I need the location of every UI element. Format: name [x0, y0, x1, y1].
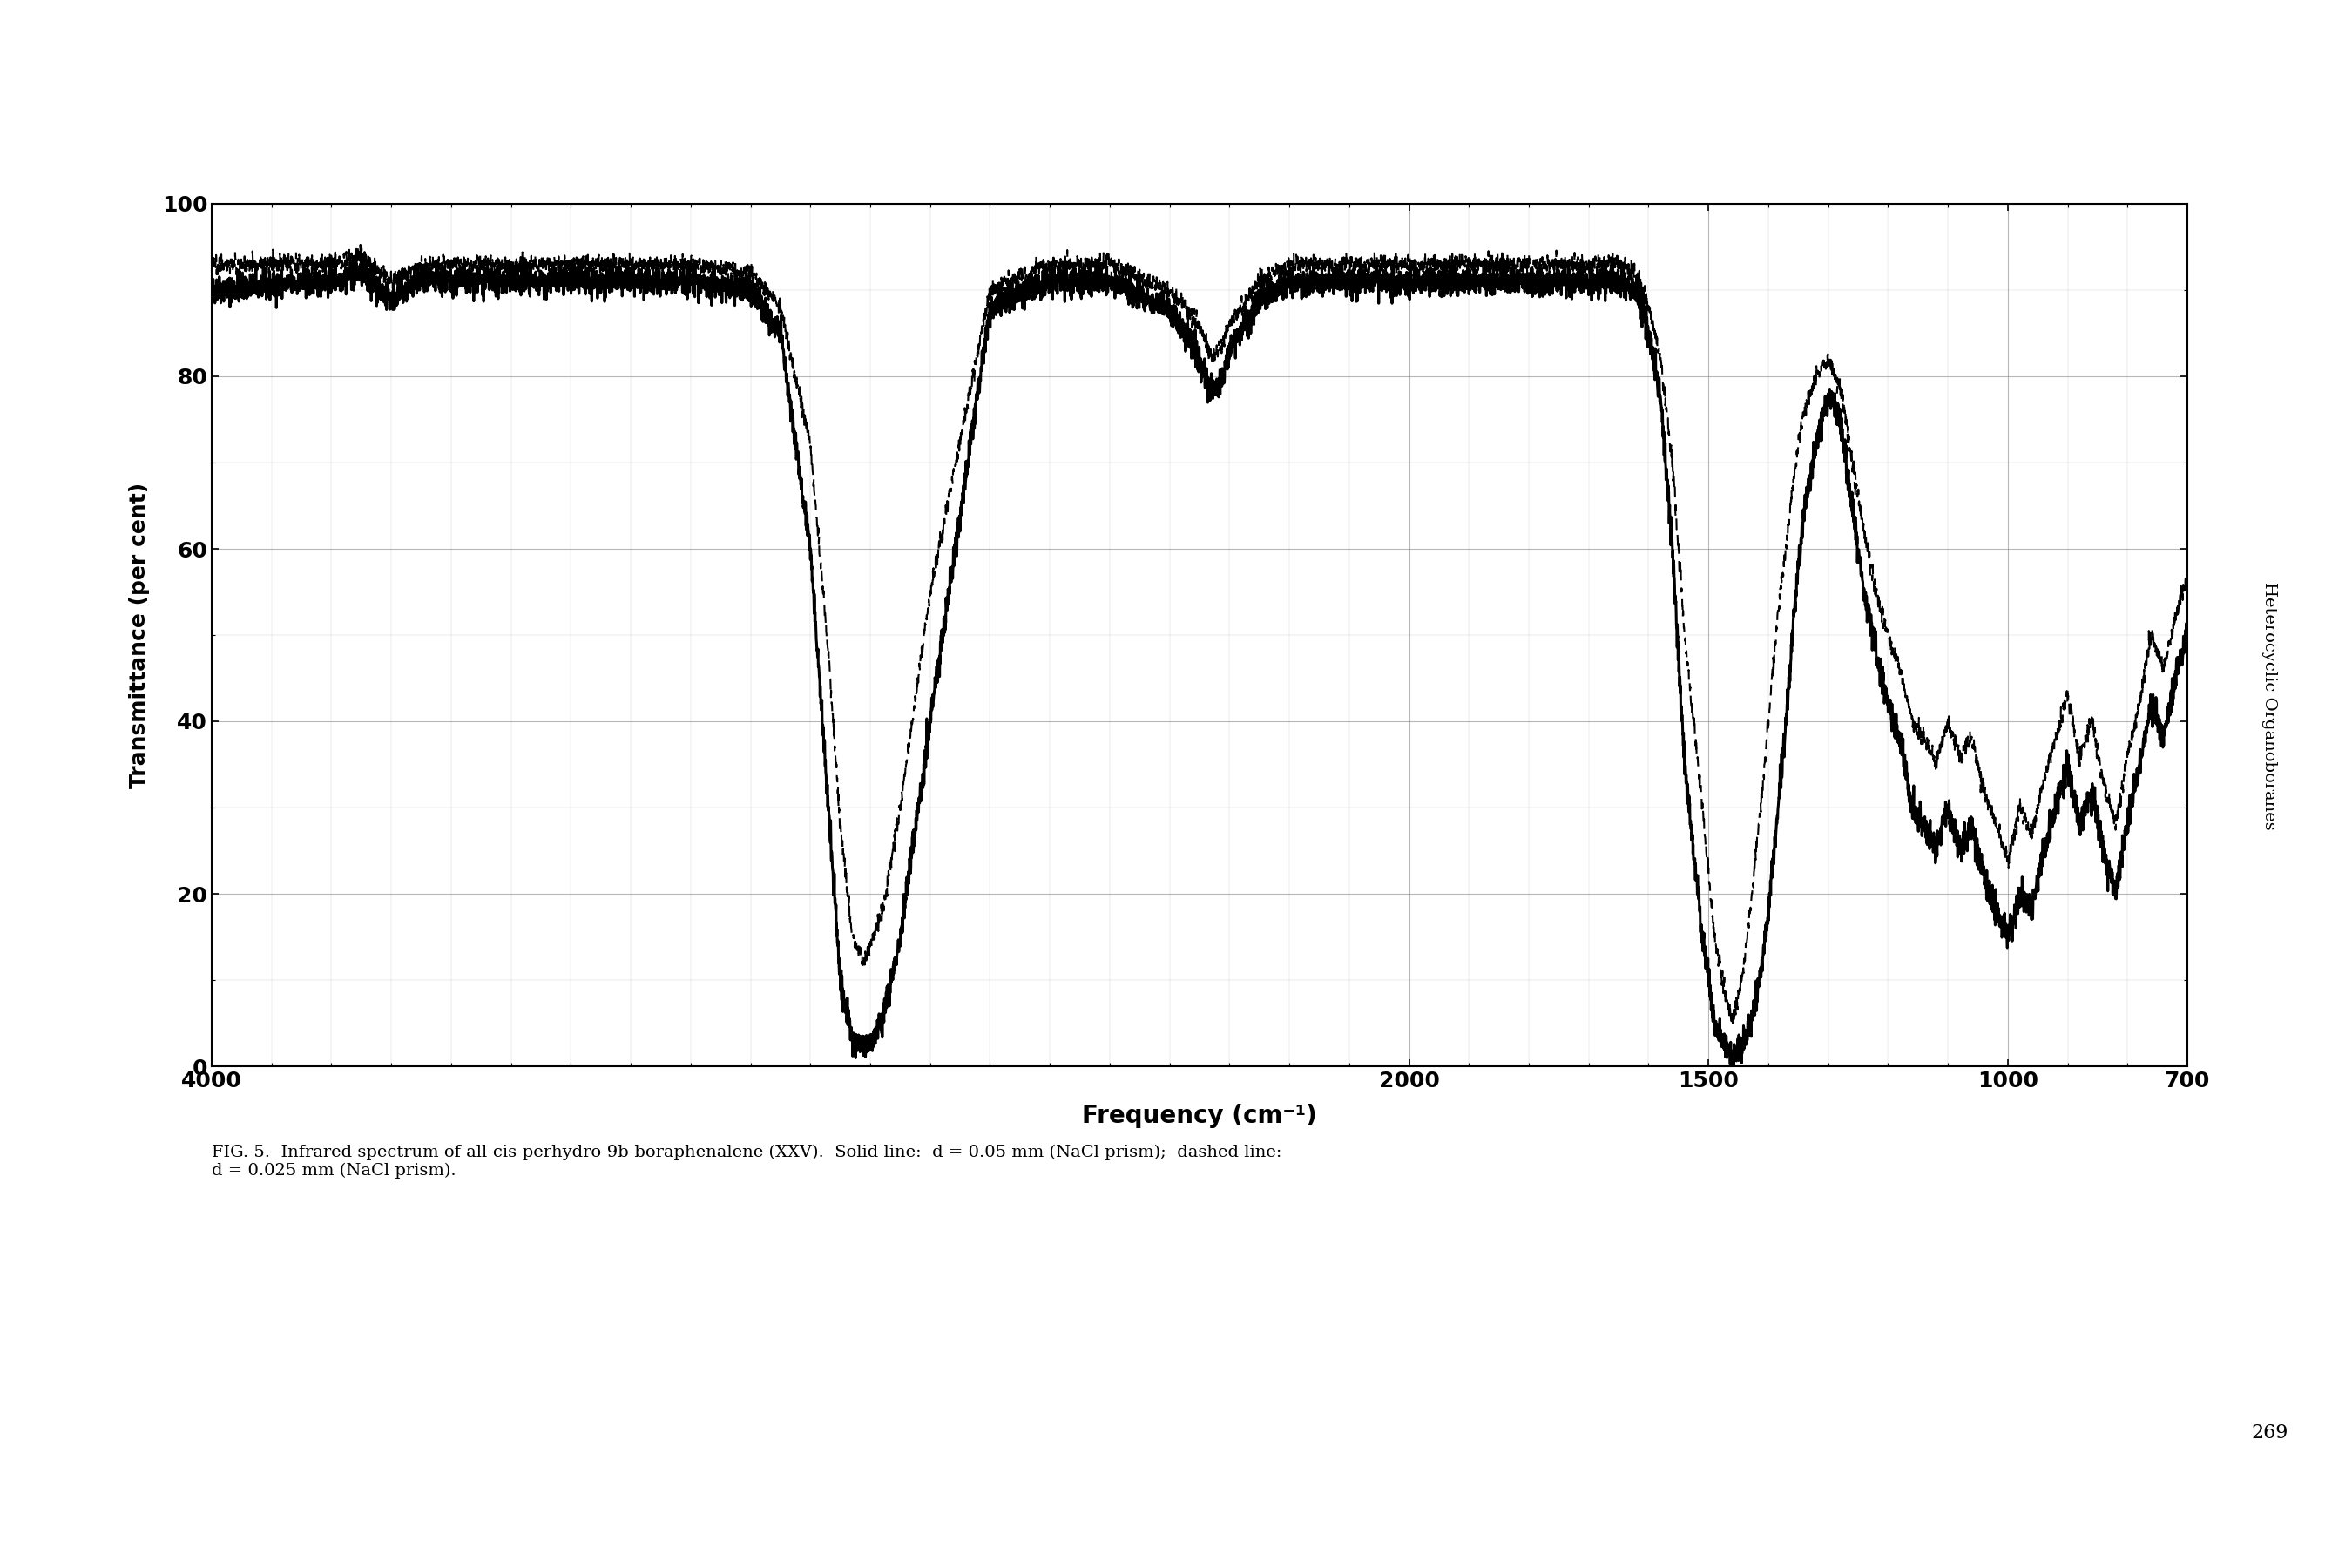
Text: Heterocyclic Organoboranes: Heterocyclic Organoboranes	[2263, 582, 2277, 829]
X-axis label: Frequency (cm⁻¹): Frequency (cm⁻¹)	[1082, 1104, 1317, 1127]
Text: 269: 269	[2251, 1424, 2288, 1443]
Text: FIG. 5.  Infrared spectrum of all-cis-perhydro-9b-boraphenalene (XXV).  Solid li: FIG. 5. Infrared spectrum of all-cis-per…	[212, 1145, 1282, 1179]
Y-axis label: Transmittance (per cent): Transmittance (per cent)	[129, 481, 151, 789]
